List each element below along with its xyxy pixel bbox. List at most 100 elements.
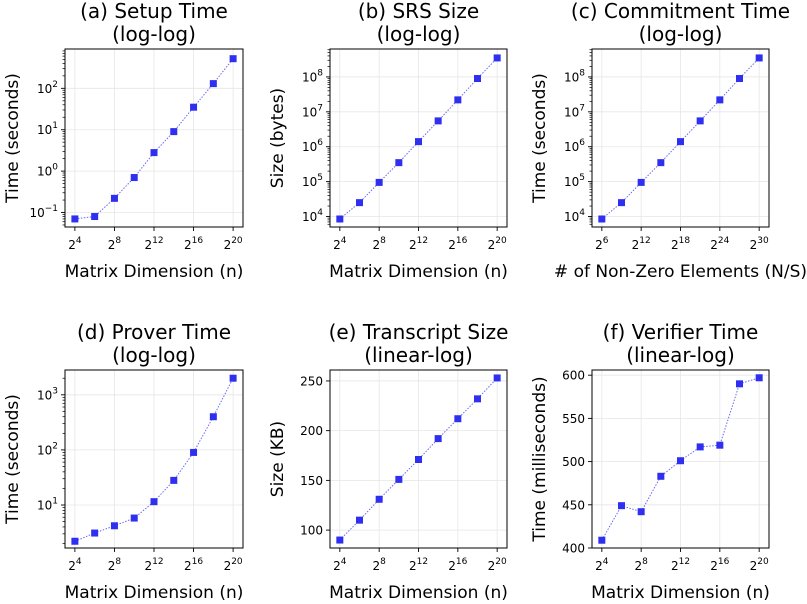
data-point bbox=[336, 215, 344, 223]
subplot-title: (d) Prover Time bbox=[77, 320, 231, 344]
data-point bbox=[474, 395, 481, 403]
y-tick-label-base: 10 bbox=[564, 140, 579, 154]
data-point bbox=[229, 55, 237, 63]
x-tick-label-base: 2 bbox=[409, 238, 417, 252]
y-tick-label: 106 bbox=[302, 138, 323, 154]
y-tick-label: 600 bbox=[562, 369, 585, 383]
x-tick-label: 220 bbox=[224, 236, 243, 252]
y-tick-label-base: 10 bbox=[564, 105, 579, 119]
x-tick-label-exp: 4 bbox=[76, 236, 82, 246]
y-tick-label: 550 bbox=[562, 412, 585, 426]
y-tick-label: 100 bbox=[37, 163, 58, 179]
x-tick-label-base: 2 bbox=[488, 559, 496, 573]
y-tick-label-base: 150 bbox=[300, 474, 323, 488]
y-tick-label: 107 bbox=[564, 103, 585, 119]
y-tick-label-exp: 1 bbox=[52, 121, 58, 131]
y-tick-label-base: 10 bbox=[37, 123, 52, 137]
x-tick-label-exp: 18 bbox=[679, 236, 691, 246]
x-tick-label: 216 bbox=[184, 557, 203, 573]
subplot-subtitle: (linear-log) bbox=[626, 343, 735, 367]
x-tick-label: 28 bbox=[372, 236, 386, 252]
y-tick-label: 250 bbox=[300, 374, 323, 388]
x-tick-label-base: 2 bbox=[632, 238, 640, 252]
x-axis-label: Matrix Dimension (n) bbox=[329, 262, 508, 282]
y-tick-label-exp: 5 bbox=[579, 173, 585, 183]
data-point bbox=[736, 380, 743, 388]
y-tick-label: 101 bbox=[37, 497, 58, 513]
x-tick-label: 28 bbox=[634, 557, 648, 573]
x-tick-label-exp: 12 bbox=[417, 557, 428, 567]
y-tick-label: 150 bbox=[300, 474, 323, 488]
data-point bbox=[598, 536, 606, 544]
x-tick-label-exp: 20 bbox=[495, 557, 507, 567]
subplot-title: (e) Transcript Size bbox=[329, 320, 509, 344]
data-point bbox=[677, 138, 684, 146]
subplot-subtitle: (log-log) bbox=[377, 22, 461, 46]
x-tick-label-exp: 12 bbox=[639, 236, 650, 246]
y-tick-label-base: 10 bbox=[37, 443, 52, 457]
data-point bbox=[71, 215, 79, 223]
data-point bbox=[150, 498, 158, 506]
x-tick-label-exp: 30 bbox=[757, 236, 769, 246]
y-tick-label-base: 10 bbox=[302, 210, 317, 224]
y-tick-label: 104 bbox=[302, 208, 323, 224]
x-tick-label: 212 bbox=[409, 236, 428, 252]
x-tick-label: 216 bbox=[448, 236, 467, 252]
x-tick-label-base: 2 bbox=[184, 559, 192, 573]
y-tick-label-exp: 6 bbox=[579, 138, 585, 148]
y-tick-label-exp: 8 bbox=[317, 68, 323, 78]
data-point bbox=[657, 472, 665, 480]
x-tick-label-base: 2 bbox=[333, 238, 341, 252]
y-tick-label: 200 bbox=[300, 424, 323, 438]
data-point bbox=[356, 516, 363, 524]
y-tick-label-base: 10 bbox=[302, 70, 317, 84]
y-tick-label: 500 bbox=[562, 455, 585, 469]
x-tick-label: 216 bbox=[710, 557, 729, 573]
x-tick-label-base: 2 bbox=[108, 238, 116, 252]
y-tick-label-base: 10 bbox=[29, 206, 44, 220]
data-point bbox=[755, 374, 763, 382]
y-tick-label-base: 600 bbox=[562, 369, 585, 383]
y-tick-label-base: 10 bbox=[37, 82, 52, 96]
x-tick-label: 28 bbox=[108, 236, 122, 252]
y-tick-label-base: 10 bbox=[564, 175, 579, 189]
x-axis-label: # of Non-Zero Elements (N/S) bbox=[554, 262, 807, 282]
data-point bbox=[696, 443, 704, 451]
data-point bbox=[130, 174, 138, 182]
series-line bbox=[601, 57, 760, 220]
x-tick-label: 224 bbox=[710, 236, 729, 252]
x-tick-label: 230 bbox=[750, 236, 769, 252]
data-point bbox=[736, 75, 743, 83]
x-tick-label: 220 bbox=[488, 557, 507, 573]
y-tick-label-exp: 8 bbox=[579, 68, 585, 78]
x-tick-label: 24 bbox=[68, 236, 82, 252]
y-axis-label: Time (seconds) bbox=[3, 73, 23, 204]
x-tick-label: 24 bbox=[333, 236, 347, 252]
x-tick-label-exp: 16 bbox=[192, 236, 204, 246]
x-tick-label: 216 bbox=[448, 557, 467, 573]
subplot-subtitle: (linear-log) bbox=[364, 343, 473, 367]
y-tick-label: 108 bbox=[564, 68, 585, 84]
x-tick-label-base: 2 bbox=[224, 559, 232, 573]
data-point bbox=[375, 178, 383, 186]
y-tick-label-exp: 5 bbox=[317, 173, 323, 183]
x-tick-label: 212 bbox=[409, 557, 428, 573]
data-point bbox=[493, 374, 501, 382]
y-tick-label-base: 10 bbox=[564, 210, 579, 224]
data-point bbox=[110, 522, 118, 530]
x-tick-label-base: 2 bbox=[448, 559, 456, 573]
y-tick-label-base: 10 bbox=[302, 140, 317, 154]
x-tick-label-exp: 4 bbox=[341, 557, 347, 567]
data-point bbox=[454, 415, 462, 423]
x-tick-label: 26 bbox=[595, 236, 609, 252]
y-tick-label: 102 bbox=[37, 441, 58, 457]
x-tick-label-exp: 8 bbox=[115, 236, 121, 246]
y-tick-label: 105 bbox=[564, 173, 585, 189]
data-point bbox=[375, 495, 383, 503]
y-tick-label-exp: 4 bbox=[317, 208, 323, 218]
data-point bbox=[229, 374, 237, 382]
x-tick-label-base: 2 bbox=[595, 238, 603, 252]
